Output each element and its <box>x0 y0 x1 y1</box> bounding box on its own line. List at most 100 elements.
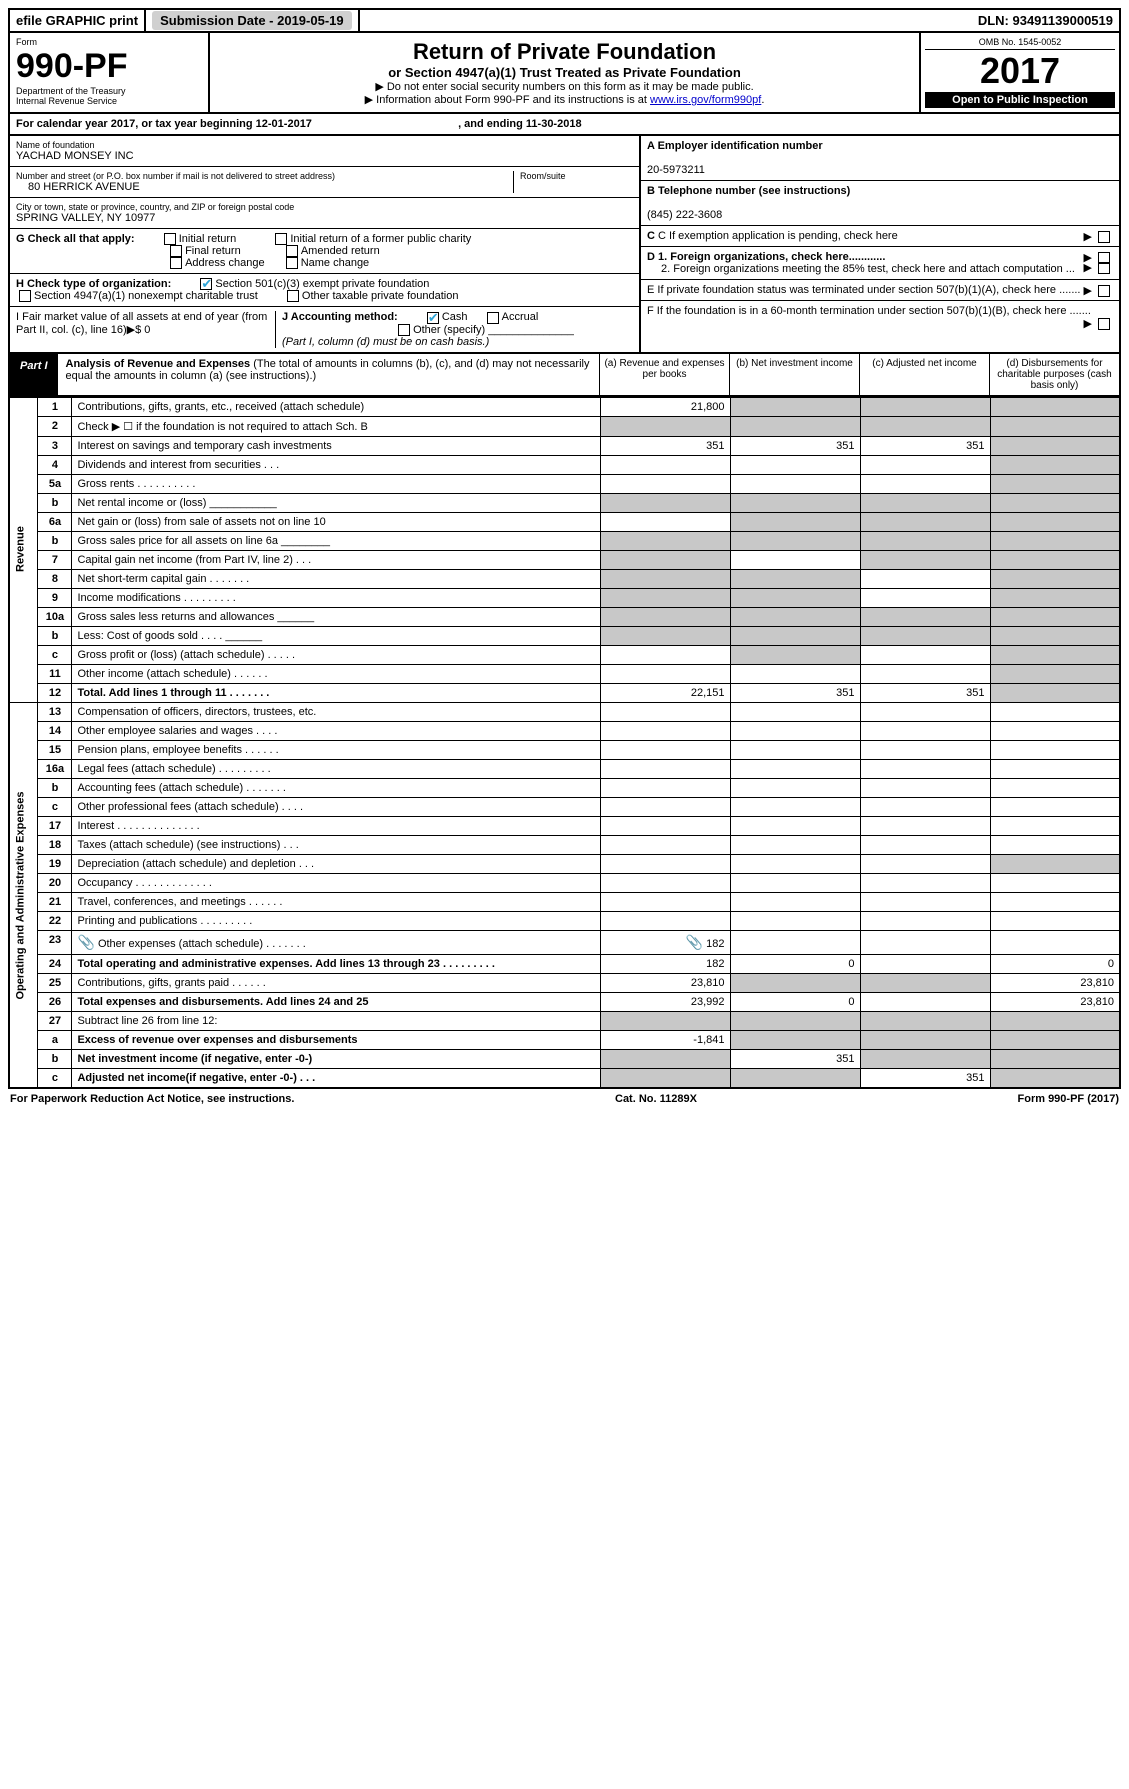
ident-right: A Employer identification number 20-5973… <box>639 136 1119 352</box>
col-d <box>990 645 1120 664</box>
ij-cell: I Fair market value of all assets at end… <box>10 307 639 351</box>
e-cell: E If private foundation status was termi… <box>641 280 1119 301</box>
name-change-checkbox[interactable] <box>286 257 298 269</box>
col-b <box>730 569 860 588</box>
amended-return-checkbox[interactable] <box>286 245 298 257</box>
col-b <box>730 930 860 954</box>
col-c <box>860 835 990 854</box>
paperwork-notice: For Paperwork Reduction Act Notice, see … <box>10 1093 294 1105</box>
4947a1-checkbox[interactable] <box>19 290 31 302</box>
col-b <box>730 759 860 778</box>
col-d: 23,810 <box>990 973 1120 992</box>
col-b <box>730 816 860 835</box>
col-d <box>990 778 1120 797</box>
final-return-checkbox[interactable] <box>170 245 182 257</box>
col-c <box>860 1030 990 1049</box>
g-check-cell: G Check all that apply: Initial return I… <box>10 229 639 274</box>
line-desc: 📎 Other expenses (attach schedule) . . .… <box>72 930 600 954</box>
col-c <box>860 1049 990 1068</box>
accrual-checkbox[interactable] <box>487 312 499 324</box>
col-b <box>730 911 860 930</box>
table-row: 11Other income (attach schedule) . . . .… <box>9 664 1120 683</box>
col-d <box>990 759 1120 778</box>
col-b <box>730 854 860 873</box>
initial-return-checkbox[interactable] <box>164 233 176 245</box>
col-d <box>990 854 1120 873</box>
header-mid: Return of Private Foundation or Section … <box>210 33 919 112</box>
cash-checkbox[interactable] <box>427 312 439 324</box>
col-a <box>600 474 730 493</box>
irs-link[interactable]: www.irs.gov/form990pf <box>650 94 761 106</box>
line-num: 19 <box>38 854 72 873</box>
col-d <box>990 911 1120 930</box>
efile-label: efile GRAPHIC print <box>10 10 146 31</box>
form-word: Form <box>16 37 202 47</box>
d2-checkbox[interactable] <box>1098 262 1110 274</box>
table-row: 26Total expenses and disbursements. Add … <box>9 992 1120 1011</box>
f-checkbox[interactable] <box>1098 318 1110 330</box>
col-d: 23,810 <box>990 992 1120 1011</box>
attachment-icon[interactable]: 📎 <box>77 934 94 950</box>
page-footer: For Paperwork Reduction Act Notice, see … <box>8 1089 1121 1109</box>
col-c: 351 <box>860 1068 990 1088</box>
col-d <box>990 569 1120 588</box>
table-row: 14Other employee salaries and wages . . … <box>9 721 1120 740</box>
table-row: 20Occupancy . . . . . . . . . . . . . <box>9 873 1120 892</box>
col-c <box>860 550 990 569</box>
table-row: bNet investment income (if negative, ent… <box>9 1049 1120 1068</box>
table-row: 15Pension plans, employee benefits . . .… <box>9 740 1120 759</box>
instr-1: ▶ Do not enter social security numbers o… <box>216 80 913 93</box>
col-a <box>600 512 730 531</box>
line-num: 1 <box>38 397 72 416</box>
table-row: 4Dividends and interest from securities … <box>9 455 1120 474</box>
line-desc: Other income (attach schedule) . . . . .… <box>72 664 600 683</box>
col-c <box>860 664 990 683</box>
table-row: 21Travel, conferences, and meetings . . … <box>9 892 1120 911</box>
col-b: 0 <box>730 954 860 973</box>
501c3-checkbox[interactable] <box>200 278 212 290</box>
table-row: bGross sales price for all assets on lin… <box>9 531 1120 550</box>
header-left: Form 990-PF Department of the Treasury I… <box>10 33 210 112</box>
part1-tag: Part I <box>10 354 58 395</box>
col-a <box>600 759 730 778</box>
col-a: -1,841 <box>600 1030 730 1049</box>
e-checkbox[interactable] <box>1098 285 1110 297</box>
dln-cell: DLN: 93491139000519 <box>972 10 1119 31</box>
line-num: c <box>38 645 72 664</box>
other-method-checkbox[interactable] <box>398 324 410 336</box>
address-change-checkbox[interactable] <box>170 257 182 269</box>
line-desc: Total. Add lines 1 through 11 . . . . . … <box>72 683 600 702</box>
initial-former-checkbox[interactable] <box>275 233 287 245</box>
line-num: a <box>38 1030 72 1049</box>
address-cell: Number and street (or P.O. box number if… <box>10 167 639 198</box>
col-d <box>990 816 1120 835</box>
col-a <box>600 455 730 474</box>
line-num: 13 <box>38 702 72 721</box>
foundation-name: YACHAD MONSEY INC <box>16 150 633 162</box>
col-a <box>600 797 730 816</box>
line-num: 5a <box>38 474 72 493</box>
line-desc: Net short-term capital gain . . . . . . … <box>72 569 600 588</box>
form-subtitle: or Section 4947(a)(1) Trust Treated as P… <box>216 65 913 80</box>
section-label: Revenue <box>9 397 38 702</box>
col-d <box>990 664 1120 683</box>
line-num: 20 <box>38 873 72 892</box>
col-c <box>860 569 990 588</box>
col-c <box>860 455 990 474</box>
other-taxable-checkbox[interactable] <box>287 290 299 302</box>
c-checkbox[interactable] <box>1098 231 1110 243</box>
city-cell: City or town, state or province, country… <box>10 198 639 229</box>
table-row: 27Subtract line 26 from line 12: <box>9 1011 1120 1030</box>
line-desc: Occupancy . . . . . . . . . . . . . <box>72 873 600 892</box>
col-b <box>730 740 860 759</box>
col-b <box>730 1068 860 1088</box>
col-c <box>860 588 990 607</box>
col-b-hdr: (b) Net investment income <box>729 354 859 395</box>
col-a <box>600 816 730 835</box>
col-c <box>860 973 990 992</box>
col-a: 📎 182 <box>600 930 730 954</box>
line-num: 24 <box>38 954 72 973</box>
col-d-hdr: (d) Disbursements for charitable purpose… <box>989 354 1119 395</box>
col-a <box>600 1049 730 1068</box>
line-desc: Gross rents . . . . . . . . . . <box>72 474 600 493</box>
